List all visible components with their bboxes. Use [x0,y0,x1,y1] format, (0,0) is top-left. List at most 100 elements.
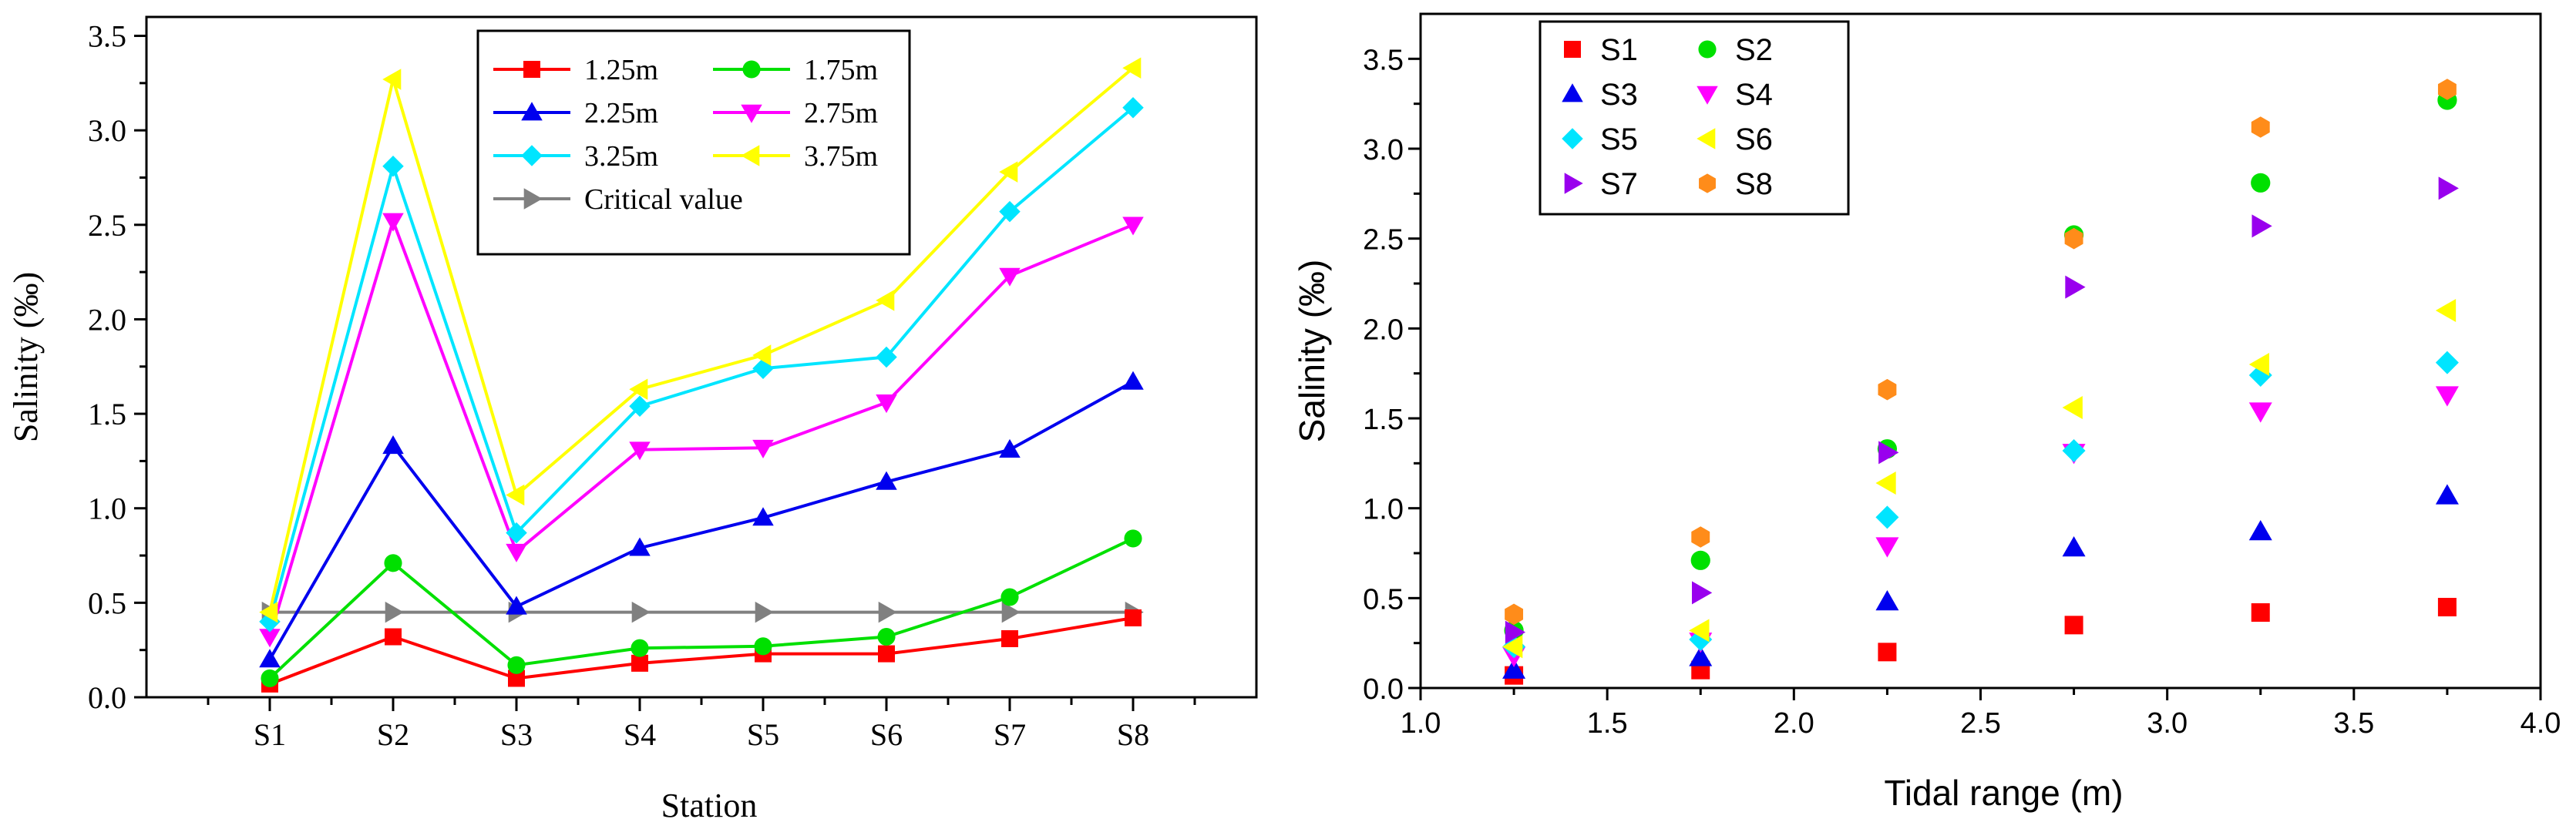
legend-item: 1.75m [713,54,878,86]
data-point [1878,643,1897,662]
x-tick-label: 1.0 [1401,707,1441,740]
data-point [876,290,895,311]
y-tick-label: 3.5 [88,19,126,54]
data-point [2062,536,2086,557]
data-point [1122,371,1144,390]
data-point [629,378,648,400]
data-point [2248,402,2272,423]
legend-swatch-marker [521,145,543,166]
legend-label: S7 [1600,167,1638,201]
data-point [385,601,404,623]
data-point [1001,629,1018,647]
data-point [382,156,404,177]
data-point [2248,520,2272,541]
data-point [754,637,772,656]
y-tick-label: 2.5 [1363,224,1404,257]
series-line-3-75m [268,66,1135,613]
data-point [1122,57,1142,79]
data-point [2251,214,2272,238]
legend-swatch-marker [523,61,540,78]
data-point [999,200,1021,223]
legend-label: 2.75m [804,97,878,129]
y-tick-label: 2.5 [88,208,126,243]
series-s4 [1502,386,2459,667]
legend-item: S7 [1564,167,1638,201]
data-point [1875,472,1896,495]
x-tick-label: 1.5 [1587,707,1628,740]
legend-swatch-marker [1697,86,1718,105]
legend: S1 S2 S3 S4 S5 S6 S7 S8 [1539,20,1850,216]
legend-swatch-marker [1699,173,1716,193]
y-tick-label: 3.0 [88,113,126,148]
y-axis-label: Salinity (‰) [1292,260,1332,443]
data-point [1689,646,1713,666]
data-point [999,438,1021,458]
data-point [382,213,404,232]
y-tick-label: 0.5 [88,586,126,620]
data-point [1505,603,1524,626]
data-point [1875,590,1899,611]
data-point [259,629,281,648]
legend-item: 3.25m [493,140,658,173]
data-point [629,537,651,556]
x-axis-label: Tidal range (m) [1884,773,2123,813]
legend-swatch-marker [1562,83,1583,102]
data-point [999,161,1018,183]
y-tick-label: 0.5 [1363,583,1404,616]
data-point [2435,484,2459,505]
data-point [506,543,527,562]
legend-item: 2.75m [713,97,878,129]
legend-item: S1 [1564,33,1638,67]
legend-swatch-marker [1698,40,1717,59]
data-point [2435,299,2457,322]
legend-item: Critical value [493,183,743,216]
series-s8 [1505,79,2457,626]
data-point [506,596,527,615]
line-chart-salinity-by-station: 0.0 0.5 1.0 1.5 2.0 2.5 3.0 3.5 S1 S2 S3 S4 S5 S6 S7 S8… [7,15,1258,824]
data-point [261,669,279,688]
data-point [1001,601,1021,623]
x-tick-label: S1 [254,717,286,752]
x-tick-label: S2 [377,717,409,752]
data-point [506,522,527,544]
data-point [876,346,897,368]
data-point [506,484,525,506]
data-point [629,441,651,461]
data-point [1502,658,1526,679]
y-tick-label: 0.0 [1363,673,1404,706]
data-point [1690,550,1710,570]
data-point [2062,396,2083,419]
data-point [1875,537,1899,558]
legend-swatch-marker [741,104,762,123]
data-point [1692,581,1713,605]
series-line-3-25m [268,106,1135,623]
legend-item: 2.25m [493,97,658,129]
data-point [631,654,648,672]
data-point [1122,96,1144,119]
y-tick-label: 0.0 [88,680,126,715]
x-tick-label: 3.5 [2333,707,2374,740]
series-s3 [1502,484,2459,679]
legend-swatch-marker [1562,128,1583,149]
x-tick-label: S7 [994,717,1026,752]
legend-item: S4 [1697,78,1773,112]
legend-label: S6 [1735,123,1773,156]
y-tick-label: 2.0 [1363,314,1404,346]
series-line-1-25m [269,616,1134,686]
y-tick-label: 1.5 [88,397,126,431]
x-tick-label: S4 [624,717,656,752]
legend-item: S5 [1562,123,1638,156]
data-point [2064,227,2083,250]
data-point [2251,603,2270,622]
data-point [2062,439,2086,462]
legend-swatch-marker [742,60,761,79]
data-point [752,507,774,526]
legend-swatch-marker [521,102,543,121]
data-point [2435,386,2459,407]
x-tick-label: S6 [870,717,903,752]
data-point [878,601,897,623]
data-point [999,267,1021,287]
data-point [1875,505,1899,529]
legend-label: S8 [1735,167,1773,201]
data-point [1691,526,1710,548]
